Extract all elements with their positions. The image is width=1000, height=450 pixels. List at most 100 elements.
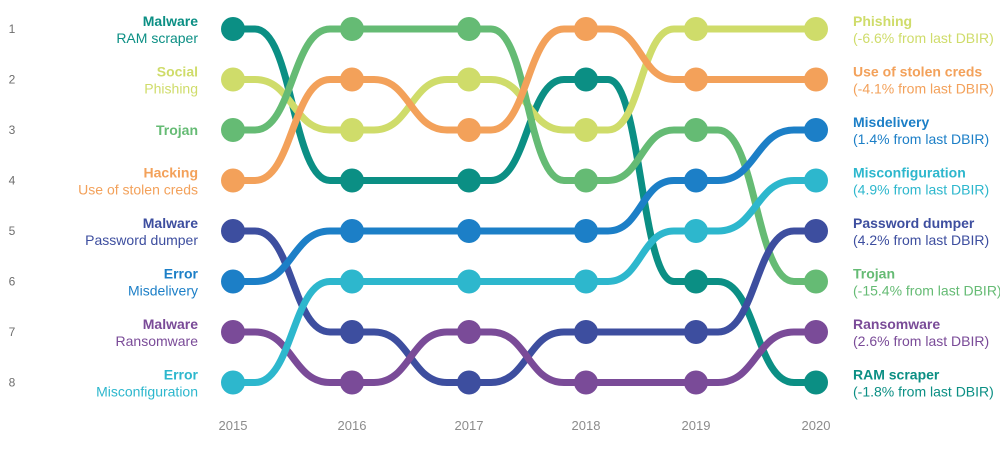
series-point	[340, 168, 364, 193]
series-line	[229, 25, 820, 285]
series-point	[804, 370, 828, 395]
start-label-variety: Ransomware	[116, 333, 199, 349]
series-point	[684, 370, 708, 395]
series-point	[457, 269, 481, 294]
series-point	[340, 219, 364, 243]
year-axis: 2015 2016 2017 2018 2019 2020	[219, 418, 831, 433]
series-point	[221, 168, 245, 193]
series-point	[804, 17, 828, 41]
rank-tick-label: 1	[9, 22, 16, 36]
start-label-variety: RAM scraper	[116, 30, 198, 46]
series-point	[340, 67, 364, 92]
series-line	[229, 25, 820, 386]
end-label-name: Phishing	[853, 13, 912, 29]
series-point	[340, 118, 364, 142]
rank-axis: 1 2 3 4 5 6 7 8	[9, 22, 16, 390]
end-label-name: Use of stolen creds	[853, 64, 982, 80]
rank-tick-label: 3	[9, 123, 16, 137]
end-label-name: Trojan	[853, 266, 895, 282]
start-label-category: Malware	[143, 215, 198, 231]
series-point	[574, 269, 598, 294]
year-tick-label: 2017	[455, 418, 484, 433]
start-label-variety: Use of stolen creds	[78, 182, 198, 198]
start-label-category: Error	[164, 367, 199, 383]
rank-tick-label: 5	[9, 224, 16, 238]
series-line	[229, 126, 820, 285]
series-point	[340, 17, 364, 41]
end-labels: RAM scraper(-1.8% from last DBIR) Phishin…	[853, 13, 1000, 400]
end-label-name: Misdelivery	[853, 114, 929, 130]
end-label-name: Ransomware	[853, 316, 940, 332]
series-point	[574, 320, 598, 344]
series-point	[574, 17, 598, 41]
start-label-variety: Misdelivery	[128, 283, 198, 299]
year-tick-label: 2015	[219, 418, 248, 433]
series-point	[457, 168, 481, 193]
end-label-change: (1.4% from last DBIR)	[853, 131, 989, 147]
series-point	[804, 320, 828, 344]
series-point	[684, 17, 708, 41]
rank-tick-label: 8	[9, 376, 16, 390]
series-point	[340, 320, 364, 344]
end-label-name: Password dumper	[853, 215, 975, 231]
series-point	[457, 370, 481, 395]
year-tick-label: 2018	[572, 418, 601, 433]
series-point	[457, 219, 481, 243]
end-label-change: (-15.4% from last DBIR)	[853, 283, 1000, 299]
series-point	[221, 269, 245, 294]
series-line	[229, 227, 820, 386]
end-label-change: (-1.8% from last DBIR)	[853, 384, 994, 400]
rank-tick-label: 2	[9, 73, 16, 87]
series-point	[804, 118, 828, 142]
end-label-name: RAM scraper	[853, 367, 940, 383]
start-label-category: Social	[157, 64, 198, 80]
series-line	[229, 328, 820, 387]
start-label-variety: Password dumper	[85, 232, 198, 248]
end-label-change: (-4.1% from last DBIR)	[853, 81, 994, 97]
year-tick-label: 2020	[802, 418, 831, 433]
rank-tick-label: 7	[9, 325, 16, 339]
series-point	[221, 118, 245, 142]
start-label-variety: Misconfiguration	[96, 384, 198, 400]
series-point	[574, 67, 598, 92]
series-point	[457, 118, 481, 142]
start-label-category: Trojan	[156, 122, 198, 138]
end-label-change: (4.9% from last DBIR)	[853, 182, 989, 198]
series-point	[221, 67, 245, 92]
series-point	[574, 370, 598, 395]
series-point	[340, 370, 364, 395]
start-label-category: Error	[164, 266, 199, 282]
series-point	[457, 17, 481, 41]
series-points	[221, 17, 828, 395]
start-label-category: Malware	[143, 13, 198, 29]
series-lines	[229, 25, 820, 387]
series-line	[229, 177, 820, 386]
series-point	[804, 269, 828, 294]
series-point	[574, 118, 598, 142]
end-label-change: (-6.6% from last DBIR)	[853, 30, 994, 46]
series-point	[684, 118, 708, 142]
series-point	[221, 219, 245, 243]
series-point	[804, 168, 828, 193]
start-label-variety: Phishing	[144, 81, 198, 97]
rank-tick-label: 6	[9, 275, 16, 289]
series-point	[221, 320, 245, 344]
end-label-change: (2.6% from last DBIR)	[853, 333, 989, 349]
series-point	[221, 370, 245, 395]
end-label-change: (4.2% from last DBIR)	[853, 232, 989, 248]
series-point	[804, 67, 828, 92]
start-label-category: Hacking	[144, 165, 198, 181]
series-point	[457, 67, 481, 92]
year-tick-label: 2016	[338, 418, 367, 433]
series-point	[684, 67, 708, 92]
start-label-category: Malware	[143, 316, 198, 332]
rank-tick-label: 4	[9, 174, 16, 188]
series-point	[340, 269, 364, 294]
series-point	[684, 269, 708, 294]
series-point	[221, 17, 245, 41]
series-point	[684, 219, 708, 243]
series-point	[574, 168, 598, 193]
series-point	[574, 219, 598, 243]
